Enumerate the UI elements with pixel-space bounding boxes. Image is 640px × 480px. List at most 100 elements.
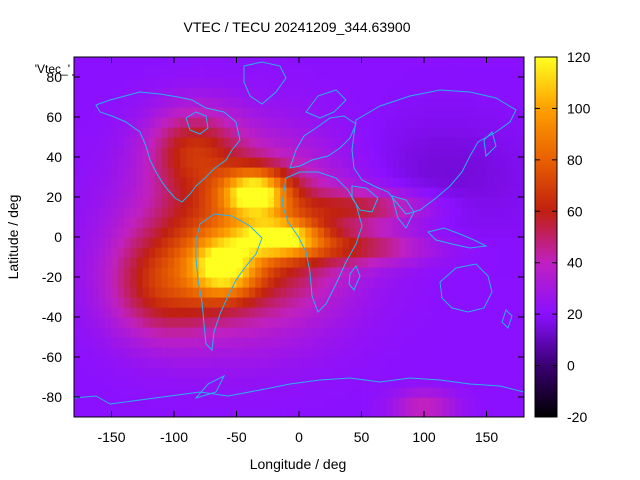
heat-cell [99,287,106,298]
heat-cell [499,397,506,408]
heat-cell [367,157,375,168]
heat-cell [317,327,325,338]
heat-cell [455,327,463,338]
heat-cell [174,177,181,188]
heat-cell [255,157,263,168]
heat-cell [511,327,519,338]
heat-cell [261,367,269,378]
heat-cell [161,207,169,218]
heat-cell [224,127,231,138]
heat-cell [480,197,488,208]
heat-cell [424,127,431,138]
heat-cell [336,197,344,208]
heat-cell [180,367,188,378]
heat-cell [430,267,438,278]
heat-cell [230,337,238,348]
heat-cell [267,107,275,118]
heat-cell [74,57,81,68]
heat-cell [499,247,506,258]
heat-cell [399,387,406,398]
heat-cell [92,97,100,108]
heat-cell [205,377,213,388]
heat-cell [280,347,288,358]
heat-cell [211,207,219,218]
heat-cell [430,397,438,408]
heat-cell [467,217,475,228]
heat-cell [386,107,394,118]
heat-cell [205,407,213,417]
heat-cell [86,177,94,188]
heat-cell [267,227,275,238]
heat-cell [417,297,425,308]
heat-cell [449,267,456,278]
heat-cell [136,327,144,338]
heat-cell [155,147,163,158]
heat-cell [199,197,206,208]
heat-cell [461,77,469,88]
heat-cell [311,87,319,98]
heat-cell [417,317,425,328]
heat-cell [230,147,238,158]
heat-cell [255,67,263,78]
heat-cell [92,167,100,178]
heat-cell [280,77,288,88]
heat-cell [261,397,269,408]
heat-cell [380,57,388,68]
heat-cell [124,397,131,408]
heat-cell [155,247,163,258]
heat-cell [299,117,306,128]
heat-cell [492,87,500,98]
heat-cell [486,67,494,78]
heat-cell [480,407,488,417]
heat-cell [230,217,238,228]
heat-cell [211,187,219,198]
heat-cell [111,157,119,168]
heat-cell [255,257,263,268]
heat-cell [505,397,513,408]
heat-cell [130,277,138,288]
heat-cell [255,277,263,288]
heat-cell [224,87,231,98]
heat-cell [130,267,138,278]
heat-cell [211,87,219,98]
heat-cell [92,287,100,298]
heat-cell [80,147,88,158]
heat-cell [486,57,494,68]
heat-cell [324,377,331,388]
heat-cell [267,287,275,298]
heat-cell [180,137,188,148]
heat-cell [199,317,206,328]
heat-cell [324,387,331,398]
heat-cell [86,237,94,248]
heat-cell [255,167,263,178]
heat-cell [174,197,181,208]
heat-cell [211,317,219,328]
heat-cell [480,257,488,268]
heat-cell [286,127,294,138]
heat-cell [430,177,438,188]
heat-cell [361,147,369,158]
heat-cell [167,207,175,218]
heat-cell [505,267,513,278]
heat-cell [161,197,169,208]
heat-cell [505,197,513,208]
heat-cell [392,357,400,368]
heat-cell [499,307,506,318]
heat-cell [105,267,113,278]
heat-cell [399,407,406,417]
heat-cell [105,327,113,338]
heat-cell [80,287,88,298]
heat-cell [374,77,381,88]
heat-cell [305,67,313,78]
heat-cell [242,357,250,368]
heat-cell [255,297,263,308]
heat-cell [274,147,281,158]
heat-cell [349,267,356,278]
heat-cell [142,387,150,398]
heat-cell [436,377,444,388]
heat-cell [474,247,481,258]
heat-cell [299,107,306,118]
heat-cell [161,97,169,108]
heat-cell [74,297,81,308]
heat-cell [511,387,519,398]
